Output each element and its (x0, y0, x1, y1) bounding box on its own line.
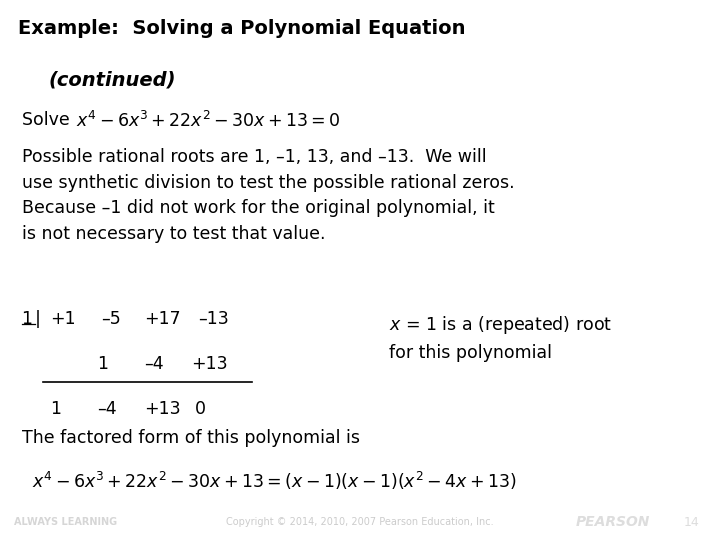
Text: 1: 1 (97, 355, 108, 373)
Text: +13: +13 (191, 355, 228, 373)
Text: Copyright © 2014, 2010, 2007 Pearson Education, Inc.: Copyright © 2014, 2010, 2007 Pearson Edu… (226, 517, 494, 528)
Text: Possible rational roots are 1, –1, 13, and –13.  We will
use synthetic division : Possible rational roots are 1, –1, 13, a… (22, 148, 514, 243)
Text: 1: 1 (50, 400, 61, 418)
Text: The factored form of this polynomial is: The factored form of this polynomial is (22, 429, 359, 447)
Text: |: | (35, 310, 40, 328)
Text: 0: 0 (194, 400, 205, 418)
Text: –5: –5 (101, 310, 120, 328)
Text: +17: +17 (144, 310, 181, 328)
Text: Solve: Solve (22, 111, 81, 129)
Text: 14: 14 (684, 516, 700, 529)
Text: –13: –13 (198, 310, 229, 328)
Text: +13: +13 (144, 400, 181, 418)
Text: $x^4 - 6x^3 + 22x^2 - 30x + 13 = (x-1)(x-1)(x^2 - 4x + 13)$: $x^4 - 6x^3 + 22x^2 - 30x + 13 = (x-1)(x… (32, 470, 517, 492)
Text: PEARSON: PEARSON (576, 516, 650, 529)
Text: ALWAYS LEARNING: ALWAYS LEARNING (14, 517, 117, 528)
Text: $x$ = 1 is a (repeated) root
for this polynomial: $x$ = 1 is a (repeated) root for this po… (389, 314, 612, 362)
Text: +1: +1 (50, 310, 76, 328)
Text: –4: –4 (97, 400, 117, 418)
Text: –4: –4 (144, 355, 163, 373)
Text: 1: 1 (22, 310, 32, 328)
Text: $x^4 - 6x^3 + 22x^2 - 30x + 13 = 0$: $x^4 - 6x^3 + 22x^2 - 30x + 13 = 0$ (76, 111, 341, 131)
Text: Example:  Solving a Polynomial Equation: Example: Solving a Polynomial Equation (18, 19, 466, 38)
Text: (continued): (continued) (49, 71, 176, 90)
